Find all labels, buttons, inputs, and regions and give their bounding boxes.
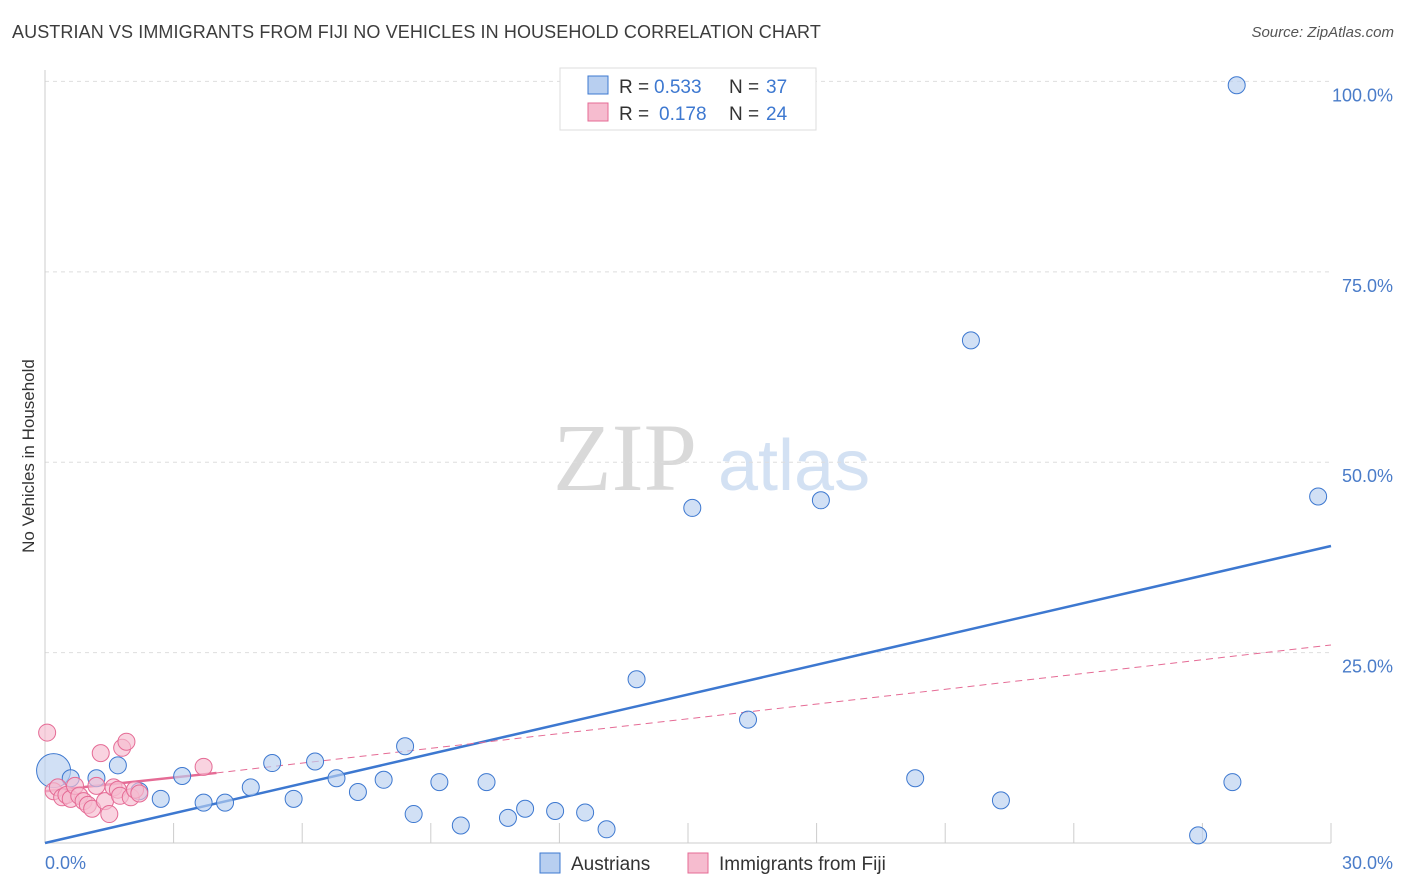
- legend-n-label-2: N =: [729, 104, 759, 125]
- point-austrians-8: [216, 793, 235, 812]
- trend-line-fiji-dashed: [216, 644, 1332, 774]
- point-fiji-0: [38, 723, 57, 742]
- point-austrians-30: [906, 769, 925, 788]
- legend-box: R = 0.533 N = 37 R = 0.178 N = 24: [559, 67, 817, 131]
- chart-source: Source: ZipAtlas.com: [1251, 24, 1394, 41]
- point-fiji-14: [100, 805, 119, 824]
- bottom-legend-austrians: Austrians: [571, 854, 650, 875]
- point-austrians-12: [306, 752, 325, 771]
- data-points: [36, 76, 1328, 845]
- point-austrians-26: [627, 670, 646, 689]
- point-austrians-10: [263, 754, 282, 773]
- point-austrians-31: [961, 331, 980, 350]
- point-austrians-17: [404, 805, 423, 824]
- point-austrians-33: [1189, 826, 1208, 845]
- legend-swatch-austrians: [587, 75, 609, 95]
- y-axis-label: No Vehicles in Household: [19, 359, 38, 553]
- legend-n-label-1: N =: [729, 77, 759, 98]
- watermark-zip: ZIP: [553, 404, 697, 511]
- point-fiji-11: [87, 776, 106, 795]
- point-austrians-14: [348, 782, 367, 801]
- legend-r-label-2: R =: [619, 104, 649, 125]
- y-tick-label-100: 100.0%: [1332, 85, 1393, 105]
- y-tick-label-25: 25.0%: [1342, 657, 1393, 677]
- point-austrians-28: [739, 710, 758, 729]
- point-austrians-29: [811, 491, 830, 510]
- x-tick-label-min: 0.0%: [45, 853, 86, 873]
- point-austrians-3: [108, 756, 127, 775]
- point-fiji-22: [130, 784, 149, 803]
- gridlines: [45, 80, 1331, 654]
- point-fiji-12: [91, 744, 110, 763]
- point-austrians-9: [241, 778, 260, 797]
- tick-labels: 25.0% 50.0% 75.0% 100.0% 0.0% 30.0%: [45, 85, 1393, 873]
- x-tick-label-max: 30.0%: [1342, 853, 1393, 873]
- chart-title: AUSTRIAN VS IMMIGRANTS FROM FIJI NO VEHI…: [12, 22, 821, 42]
- point-austrians-24: [576, 803, 595, 822]
- point-fiji-19: [117, 732, 136, 751]
- legend-r-value-2: 0.178: [659, 104, 707, 125]
- axes: [44, 70, 1332, 844]
- point-austrians-21: [498, 808, 517, 827]
- point-austrians-6: [173, 766, 192, 785]
- y-tick-label-50: 50.0%: [1342, 466, 1393, 486]
- legend-r-value-1: 0.533: [654, 77, 702, 98]
- point-austrians-5: [151, 789, 170, 808]
- point-austrians-13: [327, 769, 346, 788]
- bottom-legend-fiji: Immigrants from Fiji: [719, 854, 886, 875]
- legend-n-value-2: 24: [766, 104, 788, 125]
- trend-lines: [44, 544, 1332, 845]
- point-austrians-36: [1309, 487, 1328, 506]
- bottom-legend-swatch-austrians: [539, 852, 561, 874]
- point-austrians-27: [683, 498, 702, 517]
- watermark-atlas: atlas: [718, 426, 870, 506]
- bottom-legend: Austrians Immigrants from Fiji: [539, 852, 886, 875]
- legend-swatch-fiji: [587, 102, 609, 122]
- point-austrians-35: [1227, 76, 1246, 95]
- y-tick-label-75: 75.0%: [1342, 276, 1393, 296]
- point-austrians-7: [194, 793, 213, 812]
- trend-line-austrians: [44, 544, 1332, 845]
- point-austrians-23: [546, 802, 565, 821]
- point-austrians-20: [477, 773, 496, 792]
- point-austrians-18: [430, 773, 449, 792]
- point-austrians-25: [597, 820, 616, 839]
- point-fiji-23: [194, 757, 213, 776]
- legend-r-label-1: R =: [619, 77, 649, 98]
- point-austrians-11: [284, 789, 303, 808]
- point-austrians-32: [991, 791, 1010, 810]
- point-austrians-15: [374, 770, 393, 789]
- bottom-legend-swatch-fiji: [687, 852, 709, 874]
- point-austrians-34: [1223, 773, 1242, 792]
- point-austrians-16: [396, 737, 415, 756]
- point-austrians-19: [451, 816, 470, 835]
- legend-n-value-1: 37: [766, 77, 787, 98]
- point-austrians-22: [516, 799, 535, 818]
